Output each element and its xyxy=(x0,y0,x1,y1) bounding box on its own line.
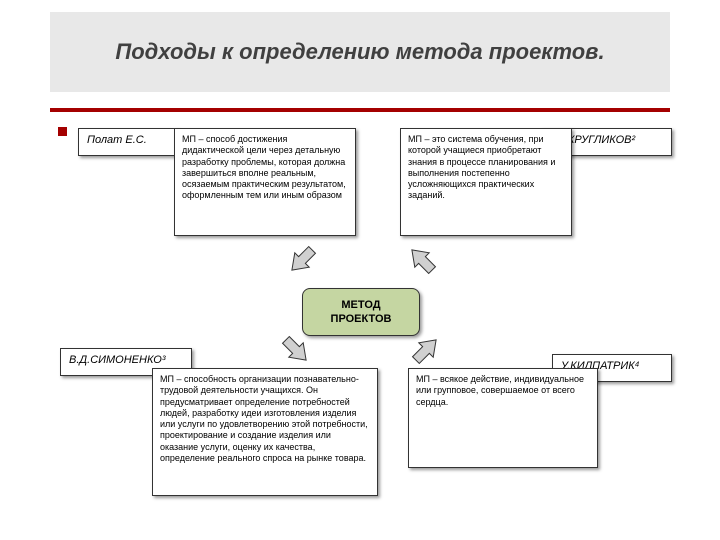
arrow-bottom_left xyxy=(279,333,313,367)
arrow-top_right xyxy=(405,243,439,277)
title-bar: Подходы к определению метода проектов. xyxy=(50,12,670,92)
divider xyxy=(50,108,670,112)
center-node: МЕТОД ПРОЕКТОВ xyxy=(302,288,420,336)
author-polat: Полат Е.С. xyxy=(78,128,178,156)
page-title: Подходы к определению метода проектов. xyxy=(115,38,604,66)
definition-top-left: МП – способ достижения дидактической цел… xyxy=(174,128,356,236)
definition-bottom-left: МП – способность организации познаватель… xyxy=(152,368,378,496)
definition-bottom-right: МП – всякое действие, индивидуальное или… xyxy=(408,368,598,468)
definition-top-right: МП – это система обучения, при которой у… xyxy=(400,128,572,236)
bullet xyxy=(58,127,67,136)
arrow-bottom_right xyxy=(409,333,443,367)
arrow-top_left xyxy=(285,243,319,277)
